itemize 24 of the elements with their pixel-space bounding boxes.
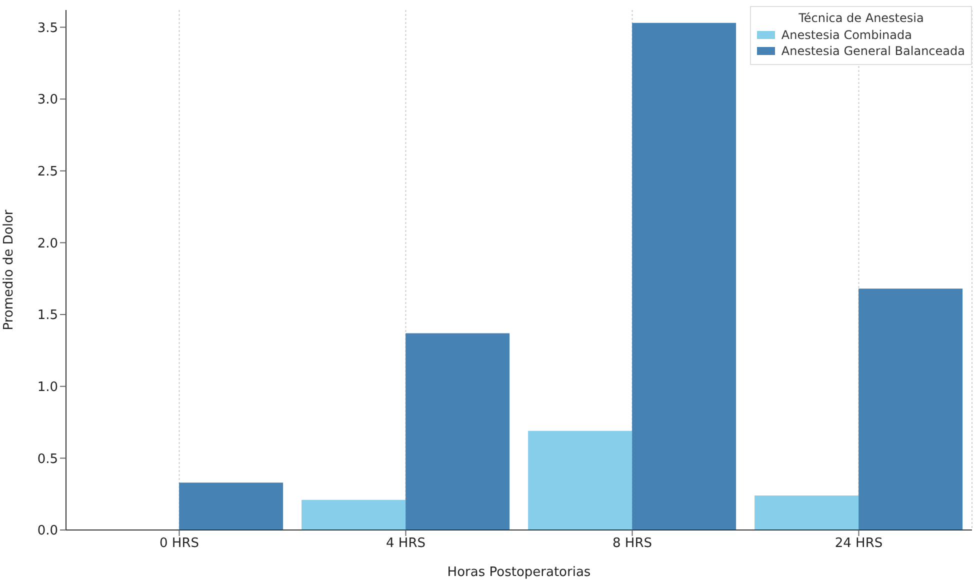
bar <box>179 482 284 530</box>
y-axis-title: Promedio de Dolor <box>2 209 17 330</box>
y-tick-label: 0.0 <box>37 524 58 539</box>
x-tick-label: 0 HRS <box>160 536 199 552</box>
legend-title: Técnica de Anestesia <box>798 11 925 25</box>
legend-label: Anestesia Combinada <box>780 28 913 42</box>
bar <box>302 500 406 530</box>
y-tick-label: 1.0 <box>37 380 58 395</box>
y-tick-label: 2.5 <box>37 164 58 180</box>
y-tick-label: 2.0 <box>37 236 58 252</box>
y-tick-label: 3.0 <box>37 92 58 108</box>
x-axis-title: Horas Postoperatorias <box>447 565 591 580</box>
y-tick-label: 1.5 <box>37 308 58 324</box>
bar <box>528 430 632 530</box>
bar <box>406 333 510 530</box>
y-tick-label: 0.5 <box>37 452 58 467</box>
x-tick-label: 8 HRS <box>612 536 652 552</box>
y-tick-label: 3.5 <box>37 20 58 36</box>
x-tick-label: 24 HRS <box>834 536 883 552</box>
x-tick-label: 4 HRS <box>386 536 426 552</box>
legend-label: Anestesia General Balanceada <box>780 44 965 58</box>
bar <box>632 22 736 530</box>
bar <box>754 496 859 530</box>
bar <box>858 288 963 530</box>
